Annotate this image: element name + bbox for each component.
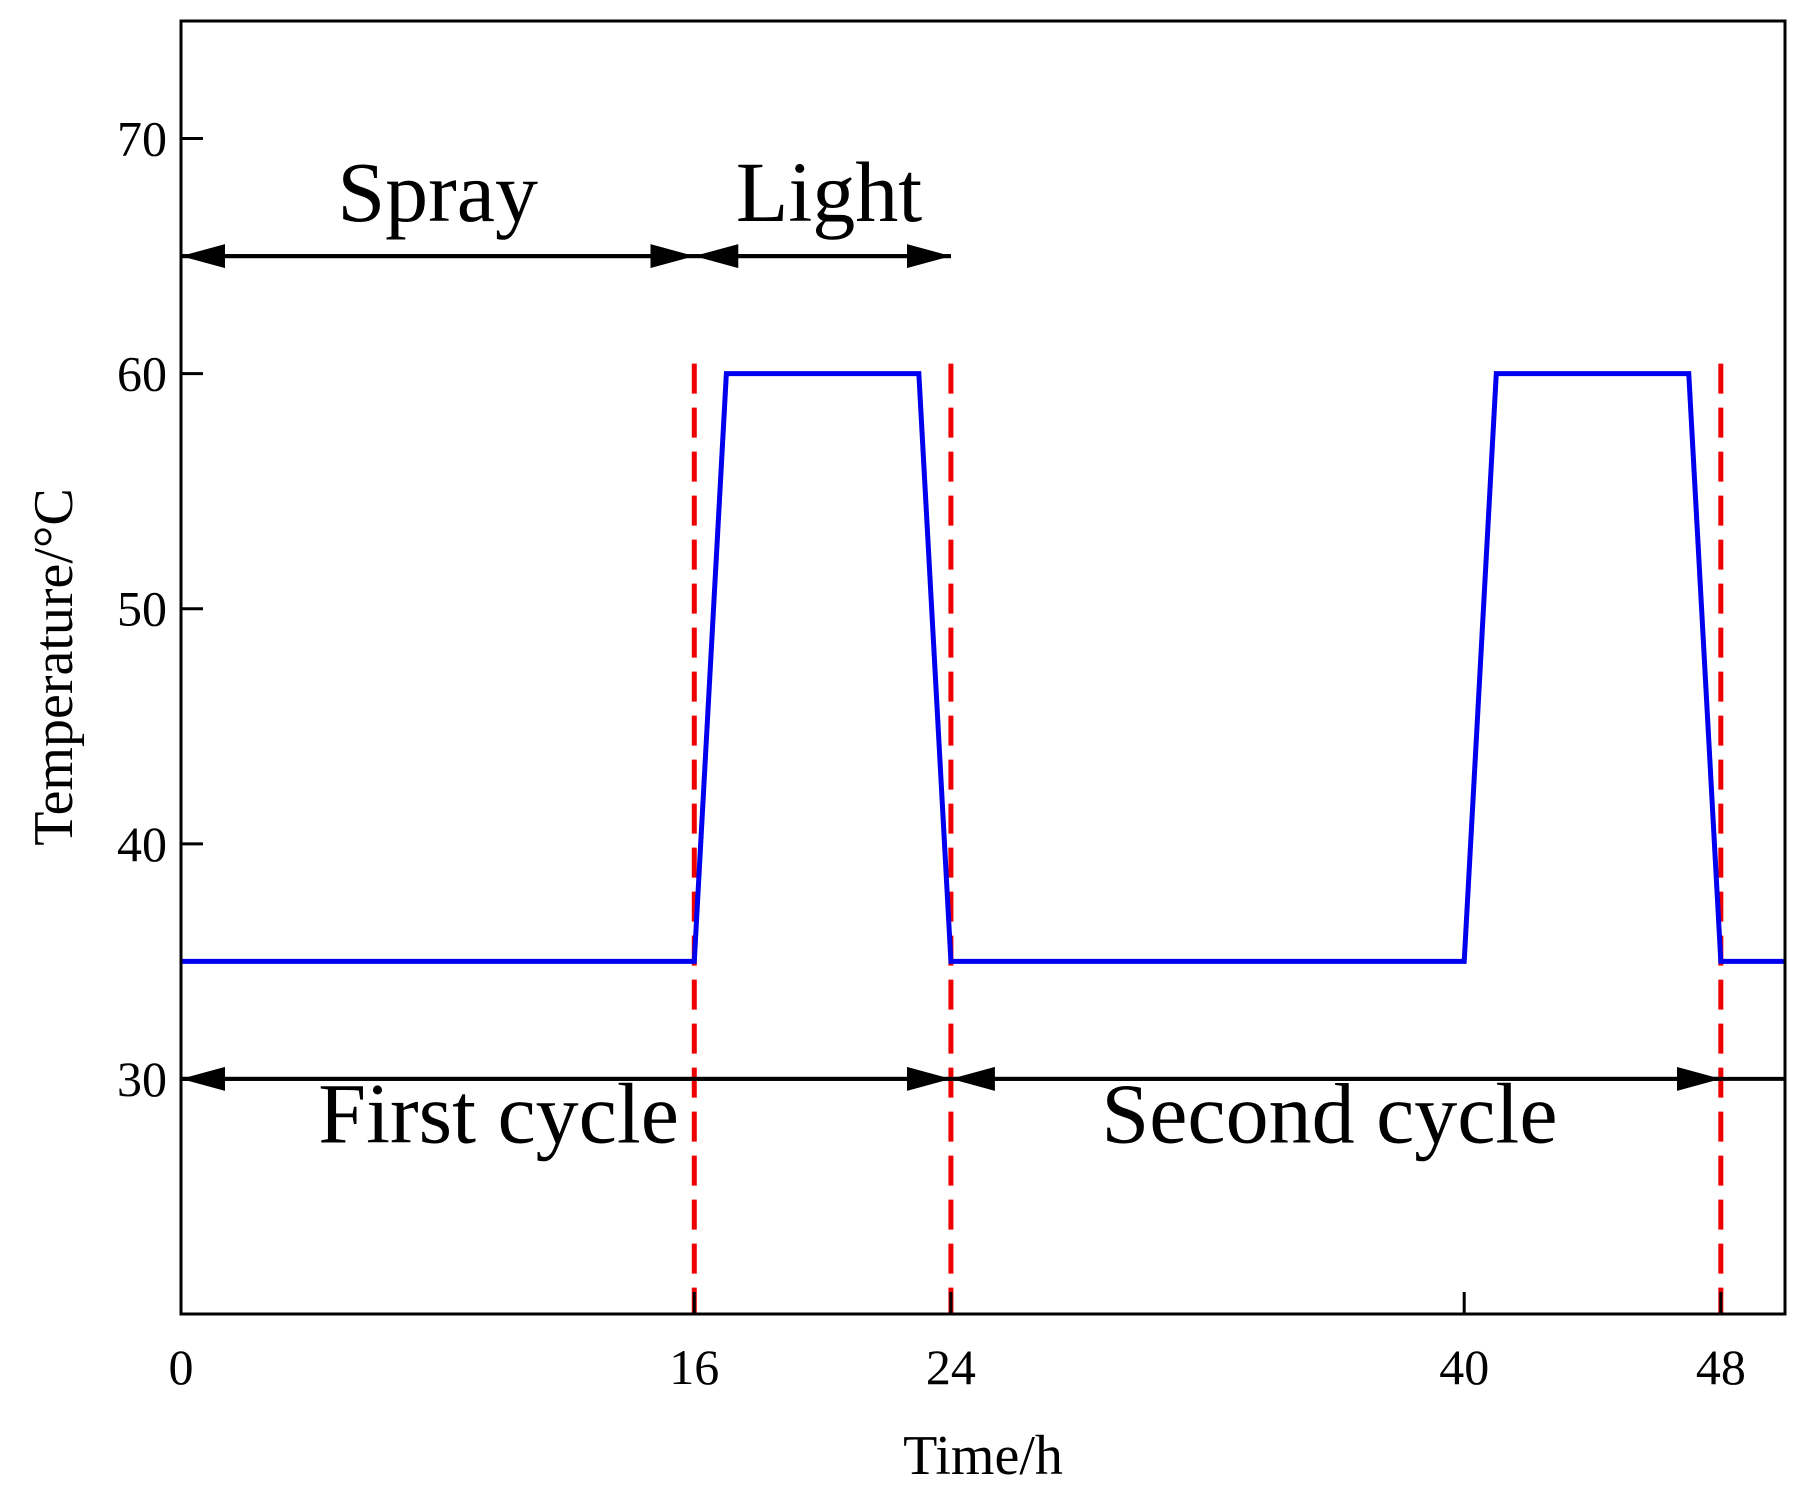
x-tick-label-2: 24 bbox=[926, 1339, 976, 1395]
y-tick-label-4: 70 bbox=[117, 111, 167, 167]
y-axis-title: Temperature/°C bbox=[23, 488, 85, 845]
chart: 0 16 24 40 48 30 40 50 60 70 Time/h Temperature/… bbox=[0, 0, 1802, 1501]
series-line-0 bbox=[181, 374, 1785, 962]
y-tick-label-2: 50 bbox=[117, 581, 167, 637]
x-tick-label-1: 16 bbox=[669, 1339, 719, 1395]
divider-lines bbox=[694, 364, 1721, 1314]
annotation-arrows bbox=[181, 256, 1785, 1079]
series-layer bbox=[181, 374, 1785, 962]
x-tick-label-0: 0 bbox=[169, 1339, 194, 1395]
annotation-label-1: Light bbox=[736, 144, 922, 240]
x-tick-label-3: 40 bbox=[1439, 1339, 1489, 1395]
annotation-labels: Spray Light First cycle Second cycle bbox=[318, 144, 1557, 1162]
y-tick-label-1: 40 bbox=[117, 816, 167, 872]
x-axis-title: Time/h bbox=[903, 1425, 1063, 1487]
y-tick-label-0: 30 bbox=[117, 1051, 167, 1107]
y-axis: 30 40 50 60 70 bbox=[117, 111, 203, 1107]
x-tick-label-4: 48 bbox=[1696, 1339, 1746, 1395]
x-axis: 0 16 24 40 48 bbox=[169, 1292, 1746, 1395]
annotation-label-0: Spray bbox=[337, 144, 538, 240]
annotation-label-2: First cycle bbox=[318, 1065, 679, 1161]
annotation-label-3: Second cycle bbox=[1101, 1065, 1557, 1161]
y-tick-label-3: 60 bbox=[117, 346, 167, 402]
